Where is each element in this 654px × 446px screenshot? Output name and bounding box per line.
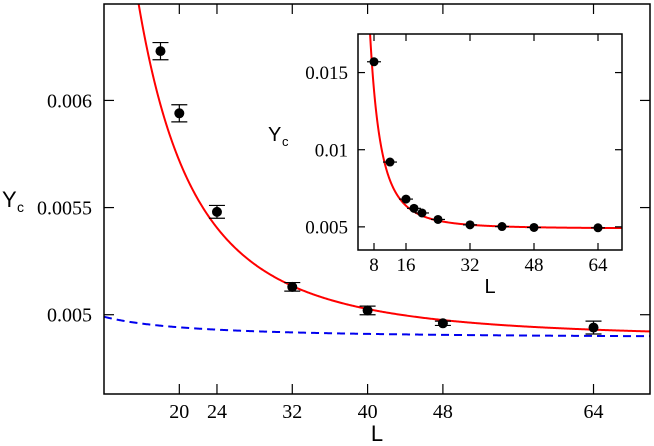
main-y-axis-label-main: Y bbox=[2, 187, 17, 212]
inset-y-axis-label-main: Y bbox=[268, 124, 281, 146]
main-y-axis-label: Y c bbox=[2, 187, 24, 215]
data-point bbox=[437, 318, 448, 329]
y-tick-label: 0.005 bbox=[305, 218, 348, 239]
main-x-axis-label: L bbox=[371, 421, 383, 446]
data-point bbox=[401, 194, 411, 204]
inset-y-ticks: 0.005 0.01 0.015 bbox=[305, 63, 622, 239]
main-y-ticks: 0.005 0.0055 0.006 bbox=[37, 90, 650, 327]
data-point bbox=[362, 305, 373, 316]
y-tick-label: 0.006 bbox=[47, 90, 92, 112]
data-point bbox=[433, 214, 443, 224]
data-point bbox=[588, 322, 599, 333]
data-point bbox=[385, 157, 395, 167]
x-tick-label: 24 bbox=[207, 401, 227, 423]
red-fit-line bbox=[137, 4, 650, 333]
data-point bbox=[369, 57, 379, 67]
data-point bbox=[287, 281, 298, 292]
inset-x-axis-label: L bbox=[484, 276, 495, 298]
inset-plot-frame bbox=[357, 33, 623, 251]
inset-y-axis-label-sub: c bbox=[282, 134, 289, 149]
x-tick-label: 16 bbox=[397, 255, 416, 276]
x-tick-label: 20 bbox=[169, 401, 189, 423]
inset-fit-lines bbox=[369, 34, 622, 230]
inset-plot: 8 16 32 48 64 0.005 0.01 0.015 L Y c bbox=[268, 33, 623, 298]
x-tick-label: 8 bbox=[369, 255, 379, 276]
y-tick-label: 0.0055 bbox=[37, 198, 92, 220]
x-tick-label: 32 bbox=[282, 401, 302, 423]
data-point bbox=[211, 206, 222, 217]
data-point bbox=[409, 203, 419, 213]
y-tick-label: 0.015 bbox=[305, 63, 348, 84]
data-point bbox=[497, 222, 507, 232]
data-point bbox=[155, 46, 166, 57]
main-x-ticks: 20 24 32 40 48 64 bbox=[169, 4, 604, 423]
y-tick-label: 0.005 bbox=[47, 305, 92, 327]
red-fit-line bbox=[369, 34, 622, 230]
data-point bbox=[593, 223, 603, 233]
x-tick-label: 40 bbox=[358, 401, 378, 423]
x-tick-label: 64 bbox=[584, 401, 604, 423]
main-plot-frame bbox=[103, 3, 651, 395]
inset-background bbox=[358, 34, 622, 250]
data-point bbox=[417, 208, 427, 218]
x-tick-label: 48 bbox=[433, 401, 453, 423]
main-y-axis-label-sub: c bbox=[17, 199, 24, 215]
inset-x-ticks: 8 16 32 48 64 bbox=[369, 34, 608, 276]
blue-dashed-fit-line bbox=[104, 315, 650, 338]
main-fit-lines bbox=[104, 4, 650, 338]
x-tick-label: 32 bbox=[461, 255, 480, 276]
inset-data-points bbox=[367, 57, 605, 233]
main-data-points bbox=[152, 41, 602, 335]
x-tick-label: 64 bbox=[589, 255, 609, 276]
y-tick-label: 0.01 bbox=[315, 140, 348, 161]
x-tick-label: 48 bbox=[525, 255, 544, 276]
data-point bbox=[465, 220, 475, 230]
data-point bbox=[529, 222, 539, 232]
inset-y-axis-label: Y c bbox=[268, 124, 289, 149]
data-point bbox=[174, 108, 185, 119]
